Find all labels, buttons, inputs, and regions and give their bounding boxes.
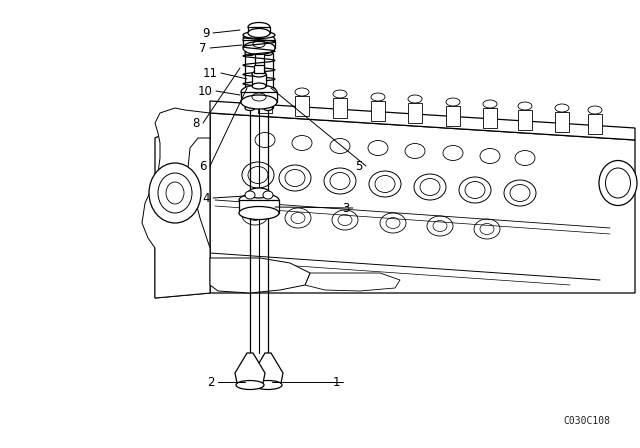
Ellipse shape <box>264 105 273 111</box>
Text: 4: 4 <box>202 191 210 204</box>
Text: 2: 2 <box>207 375 215 388</box>
Ellipse shape <box>263 191 273 199</box>
Bar <box>241 92 277 102</box>
Ellipse shape <box>555 104 569 112</box>
Text: 7: 7 <box>200 42 207 55</box>
Ellipse shape <box>158 173 192 213</box>
Ellipse shape <box>248 188 270 198</box>
Ellipse shape <box>588 106 602 114</box>
Text: 6: 6 <box>200 159 207 172</box>
Ellipse shape <box>483 100 497 108</box>
Ellipse shape <box>243 42 275 55</box>
Ellipse shape <box>408 95 422 103</box>
Ellipse shape <box>245 191 255 199</box>
Polygon shape <box>210 258 310 293</box>
Bar <box>243 40 275 48</box>
Ellipse shape <box>518 102 532 110</box>
Polygon shape <box>258 93 272 113</box>
Polygon shape <box>588 114 602 134</box>
Text: 11: 11 <box>203 66 218 79</box>
Polygon shape <box>305 273 400 291</box>
Ellipse shape <box>333 90 347 98</box>
Bar <box>248 27 270 33</box>
Ellipse shape <box>254 380 282 389</box>
Ellipse shape <box>252 83 266 89</box>
Ellipse shape <box>243 31 275 39</box>
Ellipse shape <box>446 98 460 106</box>
Polygon shape <box>555 112 569 132</box>
Ellipse shape <box>149 163 201 223</box>
Bar <box>245 53 255 108</box>
Ellipse shape <box>599 160 637 206</box>
Ellipse shape <box>245 105 255 111</box>
Ellipse shape <box>295 88 309 96</box>
Ellipse shape <box>239 194 279 207</box>
Text: 9: 9 <box>202 26 210 39</box>
Text: 8: 8 <box>193 116 200 129</box>
Ellipse shape <box>252 71 266 77</box>
Polygon shape <box>483 108 497 128</box>
Polygon shape <box>295 96 309 116</box>
Text: 3: 3 <box>342 202 350 215</box>
Text: C030C108: C030C108 <box>563 416 610 426</box>
Ellipse shape <box>239 207 279 220</box>
Polygon shape <box>210 101 635 140</box>
Polygon shape <box>235 353 265 388</box>
Ellipse shape <box>241 95 277 109</box>
Ellipse shape <box>248 29 270 38</box>
Text: 5: 5 <box>356 159 363 172</box>
Bar <box>264 53 273 108</box>
Polygon shape <box>210 113 635 293</box>
Ellipse shape <box>241 85 277 99</box>
Bar <box>252 74 266 86</box>
Text: 10: 10 <box>198 85 213 98</box>
Polygon shape <box>518 110 532 130</box>
Bar <box>254 65 264 73</box>
Ellipse shape <box>258 85 272 93</box>
Polygon shape <box>371 101 385 121</box>
Ellipse shape <box>245 51 255 56</box>
Polygon shape <box>253 353 283 388</box>
Ellipse shape <box>243 34 275 47</box>
Ellipse shape <box>371 93 385 101</box>
Ellipse shape <box>248 22 270 31</box>
Polygon shape <box>408 103 422 123</box>
Ellipse shape <box>264 51 273 56</box>
Polygon shape <box>446 106 460 126</box>
Ellipse shape <box>243 96 275 103</box>
Ellipse shape <box>605 168 630 198</box>
Ellipse shape <box>236 380 264 389</box>
Polygon shape <box>155 113 210 298</box>
Polygon shape <box>142 108 210 298</box>
Polygon shape <box>333 98 347 118</box>
Bar <box>239 200 279 213</box>
Text: 1: 1 <box>333 375 340 388</box>
